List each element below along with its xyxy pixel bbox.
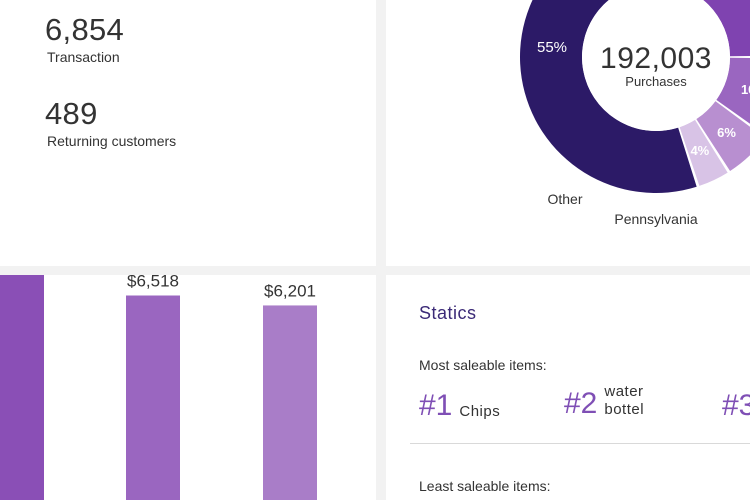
- donut-slice[interactable]: [679, 119, 728, 186]
- transaction-label: Transaction: [47, 49, 120, 65]
- most-saleable-item-3: #3: [722, 391, 750, 421]
- bar[interactable]: [0, 275, 44, 500]
- donut-slice[interactable]: [716, 57, 750, 136]
- item-name: Chips: [459, 403, 501, 420]
- bar[interactable]: [126, 295, 180, 500]
- donut-outer-label-other: Other: [547, 191, 582, 207]
- donut-slice[interactable]: [520, 0, 697, 193]
- item-name: water bottel: [604, 383, 645, 418]
- statics-card: Statics Most saleable items: #1 Chips #2…: [386, 275, 750, 500]
- least-saleable-label: Least saleable items:: [419, 478, 551, 494]
- purchases-donut-card: 55% 4% 6% 10% 192,003 Purchases Other Penns…: [386, 0, 750, 266]
- bar-value-label: $6,201: [264, 281, 316, 300]
- returning-customers-label: Returning customers: [47, 133, 177, 149]
- donut-slice-label: 10%: [741, 82, 750, 97]
- rank-number: #2: [564, 387, 598, 420]
- sales-bar-card: $7,392$6,518$6,201: [0, 275, 376, 500]
- donut-slice[interactable]: [696, 101, 750, 172]
- most-saleable-item-1: #1 Chips: [419, 391, 500, 421]
- transaction-count: 6,854: [45, 12, 125, 47]
- donut-slice-label: 55%: [537, 39, 567, 56]
- bar-value-label: $6,518: [127, 275, 179, 290]
- rank-number: #3: [722, 389, 750, 422]
- kpi-card: 6,854 Transaction 489 Returning customer…: [0, 0, 376, 266]
- statics-title: Statics: [419, 303, 477, 323]
- donut-center-value: 192,003: [600, 42, 712, 75]
- bar[interactable]: [263, 305, 317, 500]
- donut-outer-label-pennsylvania: Pennsylvania: [614, 211, 697, 227]
- returning-customers-count: 489: [45, 96, 98, 131]
- purchases-donut-chart: 55% 4% 6% 10% 192,003 Purchases Other Penns…: [520, 0, 750, 227]
- donut-center-hole: [582, 0, 730, 131]
- sales-bar-chart: $7,392$6,518$6,201: [0, 275, 317, 500]
- donut-slice-label: 6%: [717, 125, 736, 140]
- donut-slice-label: 4%: [690, 143, 709, 158]
- most-saleable-item-2: #2 water bottel: [564, 383, 656, 419]
- section-divider: [410, 443, 750, 444]
- donut-center-label: Purchases: [625, 74, 687, 89]
- most-saleable-label: Most saleable items:: [419, 357, 547, 373]
- rank-number: #1: [419, 389, 453, 422]
- donut-slice[interactable]: [657, 0, 750, 57]
